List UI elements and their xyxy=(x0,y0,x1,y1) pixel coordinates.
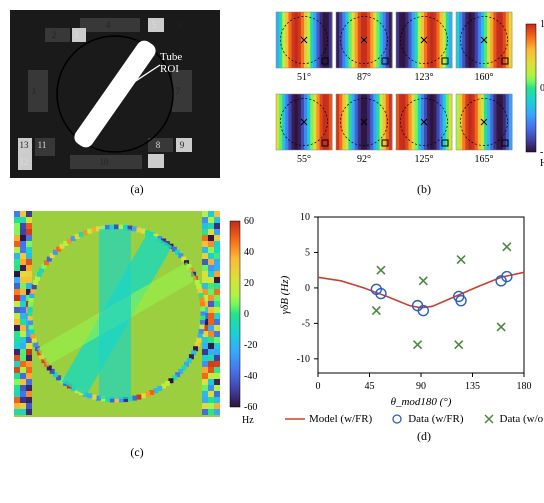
svg-text:90: 90 xyxy=(416,381,426,392)
svg-text:-5: -5 xyxy=(302,318,310,329)
svg-text:55°: 55° xyxy=(297,154,311,165)
svg-text:8: 8 xyxy=(156,140,161,150)
svg-text:9: 9 xyxy=(180,140,185,150)
svg-text:Tube: Tube xyxy=(160,51,182,63)
svg-text:160°: 160° xyxy=(475,72,494,83)
svg-text:0: 0 xyxy=(305,283,310,294)
svg-text:0: 0 xyxy=(316,381,321,392)
svg-text:4: 4 xyxy=(106,20,111,30)
panel-d: 0 45 90 135 180 -10 -5 0 5 10 θ_mod180 (°) γδB (Hz)… xyxy=(274,207,544,460)
svg-text:20: 20 xyxy=(244,278,254,289)
svg-text:6: 6 xyxy=(178,20,183,30)
svg-text:92°: 92° xyxy=(357,154,371,165)
svg-text:3: 3 xyxy=(74,30,79,40)
panel-a-label: (a) xyxy=(10,182,264,197)
svg-text:60: 60 xyxy=(244,216,254,227)
panel-c-label: (c) xyxy=(10,445,264,460)
svg-text:γδB (Hz): γδB (Hz) xyxy=(279,275,291,314)
svg-text:10: 10 xyxy=(540,19,544,30)
svg-text:-20: -20 xyxy=(244,340,257,351)
svg-text:1: 1 xyxy=(32,86,37,96)
svg-text:13: 13 xyxy=(20,140,30,150)
svg-text:0: 0 xyxy=(244,309,249,320)
panel-d-legend: Model (w/FR) Data (w/FR) Data (w/o FR) xyxy=(274,413,544,425)
svg-text:θ_mod180 (°): θ_mod180 (°) xyxy=(391,396,452,407)
svg-text:123°: 123° xyxy=(415,72,434,83)
svg-text:5: 5 xyxy=(305,247,310,258)
svg-text:10: 10 xyxy=(300,212,310,223)
svg-text:12: 12 xyxy=(20,157,29,167)
panel-b: 51° 55° 87° 92° 123° 125° 160° 165° 10 0 -10Hz (b) xyxy=(274,10,544,197)
svg-text:Hz: Hz xyxy=(242,415,254,426)
panel-a: TubeROI12345678910111213 (a) xyxy=(10,10,264,197)
svg-text:ROI: ROI xyxy=(160,63,179,75)
svg-text:87°: 87° xyxy=(357,72,371,83)
panel-d-label: (d) xyxy=(274,429,544,444)
svg-text:135: 135 xyxy=(465,381,480,392)
panel-b-label: (b) xyxy=(274,182,544,197)
svg-text:10: 10 xyxy=(100,157,110,167)
svg-text:-40: -40 xyxy=(244,371,257,382)
svg-text:2: 2 xyxy=(52,30,57,40)
svg-text:5: 5 xyxy=(152,20,157,30)
svg-text:180: 180 xyxy=(517,381,532,392)
svg-text:Hz: Hz xyxy=(540,158,544,169)
svg-text:45: 45 xyxy=(365,381,375,392)
svg-text:-10: -10 xyxy=(540,147,544,158)
svg-text:125°: 125° xyxy=(415,154,434,165)
svg-text:40: 40 xyxy=(244,247,254,258)
panel-c: 60 40 20 0 -20 -40 -60 Hz (c) xyxy=(10,207,264,460)
svg-text:165°: 165° xyxy=(475,154,494,165)
svg-text:11: 11 xyxy=(38,140,47,150)
svg-text:7: 7 xyxy=(176,86,181,96)
svg-text:-60: -60 xyxy=(244,402,257,413)
svg-text:51°: 51° xyxy=(297,72,311,83)
svg-text:-10: -10 xyxy=(297,354,310,365)
svg-text:0: 0 xyxy=(540,83,544,94)
